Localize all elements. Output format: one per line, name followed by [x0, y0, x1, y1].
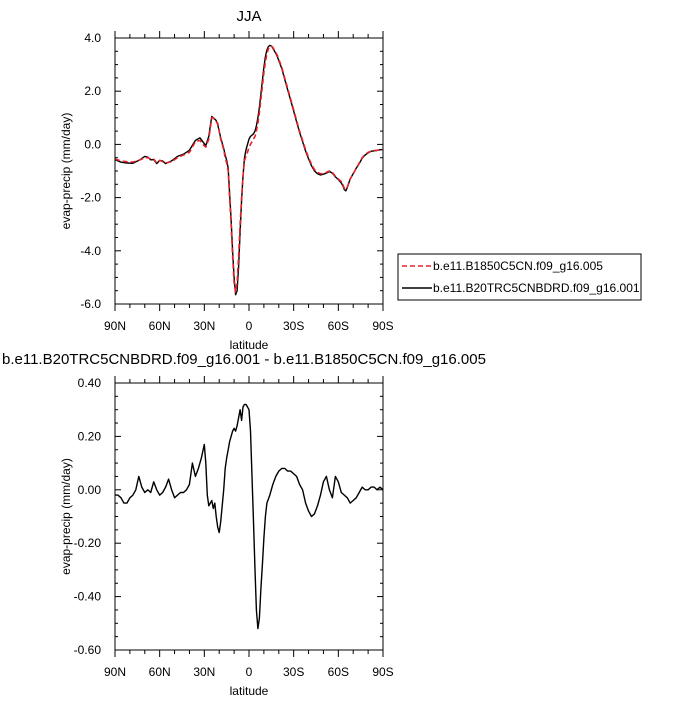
y-tick-label: 2.0 [84, 84, 101, 98]
top-panel: JJA evap-precip (mm/day) latitude 4.0 2.0… [59, 8, 394, 352]
y-tick-label: -6.0 [80, 297, 101, 311]
x-axis-label: latitude [230, 338, 269, 352]
x-tick-label: 0 [246, 319, 253, 333]
legend: b.e11.B1850C5CN.f09_g16.005 b.e11.B20TRC… [397, 253, 642, 301]
y-axis-label: evap-precip (mm/day) [59, 458, 73, 575]
legend-label-1: b.e11.B20TRC5CNBDRD.f09_g16.001 [433, 281, 640, 295]
x-axis-label: latitude [230, 684, 269, 698]
x-tick-label: 90S [372, 319, 393, 333]
y-tick-label: -2.0 [80, 191, 101, 205]
legend-box [397, 253, 642, 301]
x-tick-label: 30N [193, 319, 215, 333]
y-tick-label: -0.40 [74, 590, 102, 604]
y-tick-label: 4.0 [84, 31, 101, 45]
y-tick-label: -0.20 [74, 536, 102, 550]
y-tick-label: -4.0 [80, 244, 101, 258]
y-tick-label: 0.00 [78, 483, 102, 497]
x-tick-label: 60S [328, 665, 349, 679]
x-tick-label: 90N [104, 665, 126, 679]
x-tick-label: 0 [246, 665, 253, 679]
series-line-1 [114, 44, 383, 296]
y-tick-label: -0.60 [74, 643, 102, 657]
series-line-0 [114, 45, 383, 293]
chart-title: JJA [236, 8, 261, 25]
x-tick-label: 60N [149, 319, 171, 333]
legend-label-0: b.e11.B1850C5CN.f09_g16.005 [433, 259, 603, 273]
x-tick-label: 90N [104, 319, 126, 333]
x-tick-label: 30S [283, 319, 304, 333]
y-axis-label: evap-precip (mm/day) [59, 113, 73, 230]
plot-frame [114, 37, 384, 305]
x-tick-label: 30S [283, 665, 304, 679]
series-lines [114, 44, 383, 296]
x-tick-label: 90S [372, 665, 393, 679]
x-tick-label: 30N [193, 665, 215, 679]
series-line-0 [115, 403, 384, 630]
y-tick-label: 0.40 [78, 376, 102, 390]
x-tick-label: 60N [149, 665, 171, 679]
series-lines [115, 403, 384, 630]
x-tick-label: 60S [328, 319, 349, 333]
bottom-panel: b.e11.B20TRC5CNBDRD.f09_g16.001 - b.e11.… [2, 351, 486, 698]
y-tick-label: 0.0 [84, 137, 101, 151]
difference-chart-title: b.e11.B20TRC5CNBDRD.f09_g16.001 - b.e11.… [2, 351, 486, 368]
plot-frame [114, 382, 384, 651]
y-tick-label: 0.20 [78, 429, 102, 443]
